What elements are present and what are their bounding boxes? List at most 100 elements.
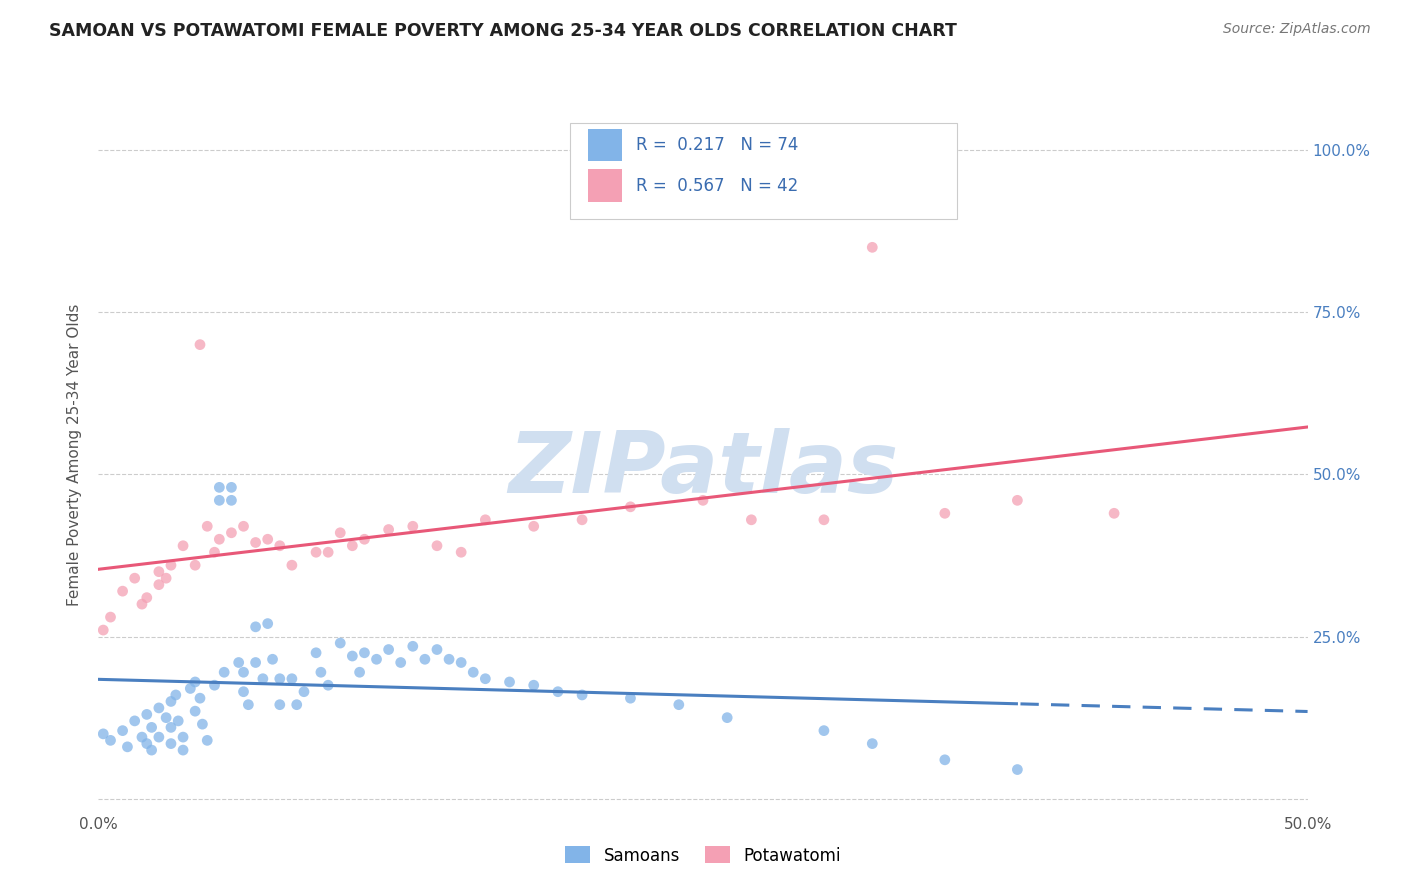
Point xyxy=(155,711,177,725)
Point xyxy=(184,558,207,573)
Point xyxy=(91,727,114,741)
Point xyxy=(498,675,520,690)
Point xyxy=(100,610,122,624)
Point xyxy=(179,681,201,696)
Point xyxy=(188,691,211,706)
Point xyxy=(135,591,157,605)
Point xyxy=(165,688,187,702)
Point xyxy=(228,656,250,670)
Point xyxy=(184,675,207,690)
Point xyxy=(377,523,399,537)
Point xyxy=(160,558,183,573)
Legend: Samoans, Potawatomi: Samoans, Potawatomi xyxy=(558,839,848,871)
Point xyxy=(426,539,449,553)
Point xyxy=(124,714,146,728)
Point xyxy=(619,500,641,514)
Point xyxy=(131,730,153,744)
Point xyxy=(245,656,267,670)
Point xyxy=(619,691,641,706)
Point xyxy=(100,733,122,747)
Point xyxy=(281,558,304,573)
Point xyxy=(305,545,328,559)
Point xyxy=(1007,493,1029,508)
Point xyxy=(245,620,267,634)
Text: R =  0.217   N = 74: R = 0.217 N = 74 xyxy=(637,136,799,153)
Point xyxy=(148,730,170,744)
Point xyxy=(245,535,267,549)
Point xyxy=(437,652,460,666)
Point xyxy=(281,672,304,686)
Point xyxy=(309,665,332,680)
Point xyxy=(135,707,157,722)
Point xyxy=(389,656,412,670)
FancyBboxPatch shape xyxy=(569,123,957,219)
Point xyxy=(141,720,163,734)
Point xyxy=(860,240,883,254)
Point xyxy=(172,730,194,744)
Point xyxy=(212,665,235,680)
Text: SAMOAN VS POTAWATOMI FEMALE POVERTY AMONG 25-34 YEAR OLDS CORRELATION CHART: SAMOAN VS POTAWATOMI FEMALE POVERTY AMON… xyxy=(49,22,957,40)
Point xyxy=(117,739,139,754)
Point xyxy=(232,684,254,698)
Point xyxy=(450,545,472,559)
Point xyxy=(402,640,425,654)
Point xyxy=(238,698,260,712)
Point xyxy=(813,723,835,738)
Point xyxy=(208,480,231,494)
Point xyxy=(232,519,254,533)
Point xyxy=(716,711,738,725)
Point xyxy=(188,337,211,351)
Point xyxy=(463,665,485,680)
Point xyxy=(813,513,835,527)
Point xyxy=(195,519,218,533)
Point xyxy=(172,743,194,757)
Point xyxy=(191,717,214,731)
Point xyxy=(349,665,371,680)
Point xyxy=(256,533,278,547)
Point xyxy=(141,743,163,757)
Text: ZIPatlas: ZIPatlas xyxy=(508,427,898,511)
Point xyxy=(316,678,339,692)
FancyBboxPatch shape xyxy=(588,128,621,161)
Point xyxy=(204,545,226,559)
Point xyxy=(571,513,593,527)
Point xyxy=(208,533,231,547)
Point xyxy=(204,678,226,692)
Point xyxy=(232,665,254,680)
Text: Source: ZipAtlas.com: Source: ZipAtlas.com xyxy=(1223,22,1371,37)
Point xyxy=(692,493,714,508)
Point xyxy=(256,616,278,631)
Point xyxy=(353,646,375,660)
Point xyxy=(269,672,291,686)
Point xyxy=(523,678,546,692)
Point xyxy=(135,737,157,751)
Point xyxy=(329,636,352,650)
Point xyxy=(221,525,243,540)
Point xyxy=(305,646,328,660)
Point xyxy=(252,672,274,686)
Point xyxy=(111,584,134,599)
Point xyxy=(668,698,690,712)
Point xyxy=(91,623,114,637)
Point xyxy=(195,733,218,747)
Point xyxy=(160,720,183,734)
Point xyxy=(377,642,399,657)
Point xyxy=(934,506,956,520)
Point xyxy=(402,519,425,533)
Point xyxy=(292,684,315,698)
Point xyxy=(285,698,308,712)
Point xyxy=(111,723,134,738)
Point xyxy=(413,652,436,666)
Point xyxy=(262,652,284,666)
Point xyxy=(160,694,183,708)
Point xyxy=(426,642,449,657)
Point xyxy=(131,597,153,611)
Point xyxy=(934,753,956,767)
Point xyxy=(221,493,243,508)
Point xyxy=(342,539,364,553)
FancyBboxPatch shape xyxy=(588,169,621,202)
Point xyxy=(124,571,146,585)
Point xyxy=(160,737,183,751)
Y-axis label: Female Poverty Among 25-34 Year Olds: Female Poverty Among 25-34 Year Olds xyxy=(67,304,83,606)
Point xyxy=(342,648,364,663)
